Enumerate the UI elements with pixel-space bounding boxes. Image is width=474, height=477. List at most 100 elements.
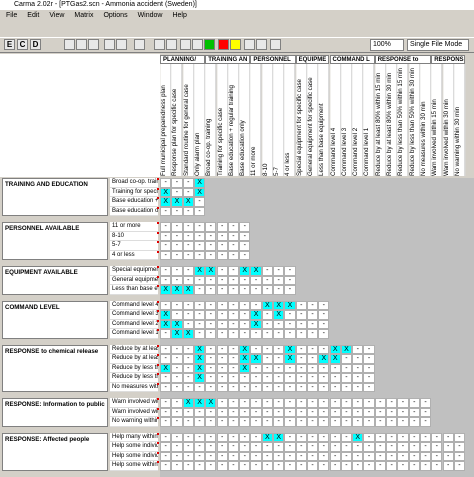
matrix-cell[interactable]: - xyxy=(227,451,240,461)
matrix-cell[interactable]: - xyxy=(352,373,364,383)
matrix-cell[interactable]: - xyxy=(182,231,194,241)
matrix-cell[interactable]: - xyxy=(318,310,330,320)
matrix-cell[interactable]: X xyxy=(171,197,183,207)
matrix-cell[interactable]: - xyxy=(227,417,240,427)
matrix-cell[interactable]: - xyxy=(239,398,251,408)
matrix-cell[interactable]: X xyxy=(160,319,172,329)
matrix-cell[interactable]: - xyxy=(318,417,330,427)
matrix-cell[interactable]: - xyxy=(216,363,228,373)
matrix-cell[interactable]: - xyxy=(352,407,364,417)
matrix-cell[interactable]: - xyxy=(284,363,296,373)
matrix-cell[interactable]: - xyxy=(318,300,330,310)
matrix-cell[interactable]: - xyxy=(171,354,183,364)
matrix-cell[interactable]: - xyxy=(352,344,364,354)
matrix-cell[interactable]: - xyxy=(160,222,172,232)
matrix-cell[interactable]: - xyxy=(216,344,228,354)
matrix-cell[interactable]: - xyxy=(171,187,183,197)
matrix-cell[interactable]: - xyxy=(205,250,217,260)
matrix-cell[interactable]: - xyxy=(318,344,330,354)
matrix-cell[interactable]: X xyxy=(160,363,172,373)
matrix-cell[interactable]: - xyxy=(273,373,285,383)
matrix-cell[interactable]: X xyxy=(193,266,206,276)
tool-button[interactable] xyxy=(116,39,127,50)
matrix-cell[interactable]: - xyxy=(239,275,251,285)
matrix-cell[interactable]: - xyxy=(216,275,228,285)
matrix-cell[interactable]: X xyxy=(340,344,353,354)
matrix-cell[interactable]: - xyxy=(363,442,375,452)
matrix-cell[interactable]: - xyxy=(171,461,183,471)
matrix-cell[interactable]: - xyxy=(318,451,330,461)
matrix-cell[interactable]: - xyxy=(216,451,228,461)
matrix-cell[interactable]: - xyxy=(261,319,273,329)
matrix-cell[interactable]: - xyxy=(352,398,364,408)
matrix-cell[interactable]: - xyxy=(431,432,443,442)
matrix-cell[interactable]: - xyxy=(160,382,172,392)
matrix-cell[interactable]: - xyxy=(386,461,398,471)
matrix-cell[interactable]: - xyxy=(239,241,251,251)
tool-button[interactable]: C xyxy=(17,39,28,50)
matrix-cell[interactable]: - xyxy=(284,407,296,417)
matrix-cell[interactable]: - xyxy=(160,354,172,364)
matrix-cell[interactable]: - xyxy=(250,275,262,285)
matrix-cell[interactable]: - xyxy=(329,417,341,427)
matrix-cell[interactable]: - xyxy=(182,266,194,276)
matrix-cell[interactable]: - xyxy=(329,373,341,383)
matrix-cell[interactable]: - xyxy=(250,382,262,392)
matrix-cell[interactable]: - xyxy=(408,451,420,461)
matrix-cell[interactable]: - xyxy=(306,319,319,329)
matrix-cell[interactable]: - xyxy=(160,178,172,188)
matrix-cell[interactable]: - xyxy=(295,300,307,310)
matrix-cell[interactable]: - xyxy=(329,442,341,452)
matrix-cell[interactable]: - xyxy=(171,432,183,442)
matrix-cell[interactable]: - xyxy=(216,354,228,364)
matrix-cell[interactable]: X xyxy=(205,398,217,408)
matrix-cell[interactable]: - xyxy=(273,275,285,285)
matrix-cell[interactable]: - xyxy=(408,442,420,452)
matrix-cell[interactable]: - xyxy=(386,417,398,427)
matrix-cell[interactable]: - xyxy=(182,310,194,320)
matrix-cell[interactable]: - xyxy=(250,329,262,339)
matrix-cell[interactable]: - xyxy=(216,310,228,320)
matrix-cell[interactable]: - xyxy=(171,407,183,417)
matrix-cell[interactable]: - xyxy=(182,222,194,232)
matrix-cell[interactable]: - xyxy=(205,319,217,329)
matrix-cell[interactable]: - xyxy=(431,461,443,471)
matrix-cell[interactable]: - xyxy=(261,373,273,383)
matrix-cell[interactable]: - xyxy=(442,432,454,442)
matrix-cell[interactable]: - xyxy=(205,442,217,452)
matrix-cell[interactable]: - xyxy=(374,432,386,442)
matrix-cell[interactable]: - xyxy=(227,266,240,276)
matrix-cell[interactable]: - xyxy=(397,432,409,442)
matrix-cell[interactable]: - xyxy=(397,407,409,417)
matrix-cell[interactable]: - xyxy=(250,398,262,408)
matrix-cell[interactable]: - xyxy=(205,222,217,232)
matrix-cell[interactable]: - xyxy=(284,319,296,329)
matrix-cell[interactable]: - xyxy=(205,275,217,285)
matrix-cell[interactable]: - xyxy=(363,407,375,417)
matrix-cell[interactable]: - xyxy=(363,344,375,354)
matrix-cell[interactable]: - xyxy=(205,344,217,354)
matrix-cell[interactable]: - xyxy=(261,329,273,339)
matrix-cell[interactable]: - xyxy=(250,344,262,354)
matrix-cell[interactable]: - xyxy=(340,363,353,373)
matrix-cell[interactable]: - xyxy=(216,382,228,392)
matrix-cell[interactable]: - xyxy=(419,432,432,442)
matrix-cell[interactable]: - xyxy=(171,231,183,241)
mode-select[interactable]: Single File Mode xyxy=(407,39,469,51)
matrix-cell[interactable]: - xyxy=(239,222,251,232)
matrix-cell[interactable]: - xyxy=(182,461,194,471)
matrix-cell[interactable]: - xyxy=(453,442,466,452)
matrix-cell[interactable]: - xyxy=(182,250,194,260)
matrix-cell[interactable]: - xyxy=(227,354,240,364)
matrix-cell[interactable]: - xyxy=(171,417,183,427)
matrix-cell[interactable]: - xyxy=(250,442,262,452)
matrix-cell[interactable]: - xyxy=(160,417,172,427)
matrix-cell[interactable]: - xyxy=(363,354,375,364)
matrix-cell[interactable]: - xyxy=(227,310,240,320)
matrix-cell[interactable]: - xyxy=(160,442,172,452)
matrix-cell[interactable]: - xyxy=(193,329,206,339)
matrix-cell[interactable]: - xyxy=(453,461,466,471)
matrix-cell[interactable]: - xyxy=(250,363,262,373)
matrix-cell[interactable]: - xyxy=(408,432,420,442)
matrix-cell[interactable]: X xyxy=(182,398,194,408)
